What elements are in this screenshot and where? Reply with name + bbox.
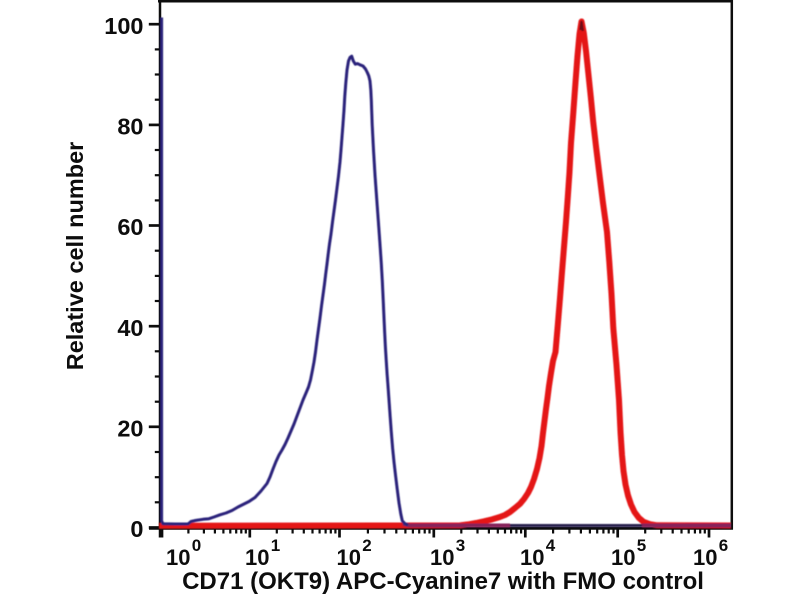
svg-text:10: 10 xyxy=(611,545,635,570)
svg-text:100: 100 xyxy=(104,13,143,39)
svg-text:40: 40 xyxy=(117,315,143,341)
svg-text:4: 4 xyxy=(546,536,556,555)
svg-text:10: 10 xyxy=(245,545,269,570)
svg-text:CD71 (OKT9) APC-Cyanine7 with: CD71 (OKT9) APC-Cyanine7 with FMO contro… xyxy=(182,568,704,595)
svg-text:10: 10 xyxy=(520,545,544,570)
svg-text:10: 10 xyxy=(430,545,454,570)
svg-text:10: 10 xyxy=(693,545,717,570)
svg-text:0: 0 xyxy=(130,516,143,542)
svg-text:5: 5 xyxy=(637,536,646,555)
svg-text:10: 10 xyxy=(337,545,361,570)
svg-text:1: 1 xyxy=(271,536,280,555)
svg-text:3: 3 xyxy=(456,536,465,555)
svg-text:6: 6 xyxy=(719,536,728,555)
svg-text:0: 0 xyxy=(192,536,201,555)
svg-text:60: 60 xyxy=(117,214,143,240)
svg-text:2: 2 xyxy=(362,536,371,555)
svg-text:20: 20 xyxy=(117,415,143,441)
svg-text:80: 80 xyxy=(117,114,143,140)
svg-text:Relative cell number: Relative cell number xyxy=(62,142,88,371)
svg-text:10: 10 xyxy=(166,545,190,570)
